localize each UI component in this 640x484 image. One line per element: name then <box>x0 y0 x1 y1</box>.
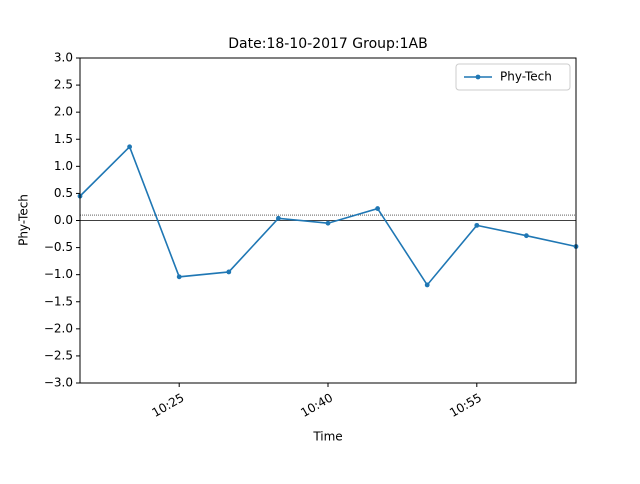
legend-marker <box>475 74 481 80</box>
point <box>474 222 480 228</box>
point <box>325 220 331 226</box>
y-tick-label: −3.0 <box>44 376 73 390</box>
y-tick-label: 0.5 <box>54 186 73 200</box>
point <box>524 233 529 239</box>
legend-box <box>455 63 571 91</box>
x-axis-label: Time <box>312 430 342 444</box>
point <box>424 282 430 288</box>
chart-title: Date:18-10-2017 Group:1AB <box>228 36 427 52</box>
y-tick-label: 3.0 <box>54 51 73 65</box>
legend-label: Phy-Tech <box>500 70 552 84</box>
point <box>276 215 281 221</box>
point <box>176 274 182 280</box>
y-tick-label: −2.0 <box>44 321 73 335</box>
point <box>375 206 380 211</box>
y-tick-label: −2.5 <box>44 348 73 362</box>
point <box>127 144 132 150</box>
y-tick-label: −1.5 <box>44 294 73 308</box>
y-tick-label: 1.5 <box>54 132 73 146</box>
plot-frame <box>79 57 577 384</box>
y-tick-label: −0.5 <box>44 240 73 254</box>
y-tick-label: 0.0 <box>54 213 73 227</box>
y-tick-label: 2.0 <box>54 105 73 119</box>
y-tick-label: 1.0 <box>54 159 73 173</box>
point <box>226 269 232 275</box>
y-tick-label: 2.5 <box>54 78 73 92</box>
y-tick-label: −1.0 <box>44 267 73 281</box>
y-axis-label: Phy-Tech <box>17 194 31 246</box>
